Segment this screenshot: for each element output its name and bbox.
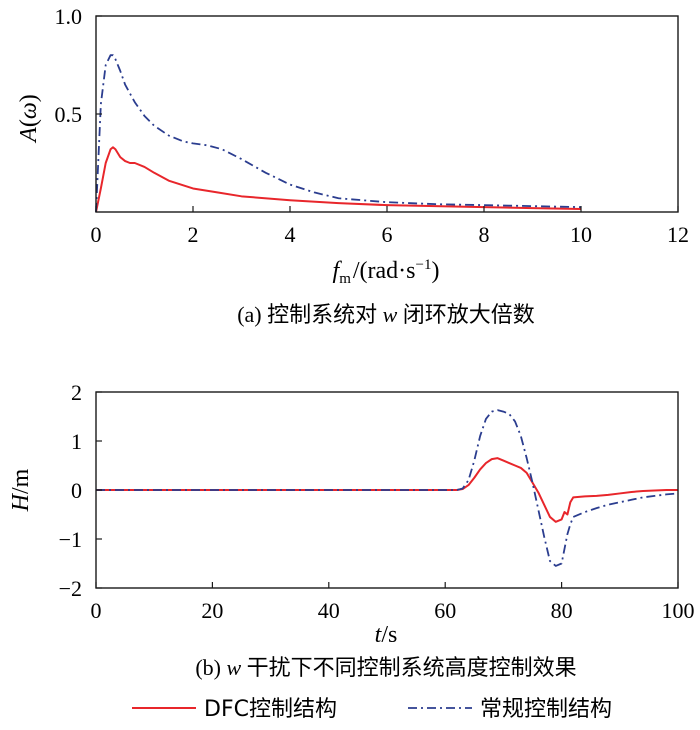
panel-b-ylabel-unit: /m — [8, 468, 34, 494]
legend-item-conventional: 常规控制结构 — [408, 697, 612, 722]
panel-b-tick-group: 0 20 40 60 80 100 −2 −1 0 1 2 — [59, 380, 695, 623]
panel-a-series-group — [95, 54, 582, 213]
panel-a-xtick-label: 4 — [285, 222, 296, 247]
panel-b-xtick-label: 0 — [91, 598, 102, 623]
panel-b-ytick-label: 0 — [71, 478, 82, 503]
panel-a-xtick-label: 10 — [570, 222, 592, 247]
panel-a-ylabel-paren-close: ) — [16, 94, 42, 102]
panel-a-tick-group: 0 2 4 6 8 10 12 0.5 1.0 — [55, 4, 690, 247]
panel-b-series-group — [96, 409, 679, 567]
panel-a-caption-var: w — [383, 302, 398, 327]
panel-b-xlabel-unit: /s — [381, 622, 397, 648]
panel-a-series-conventional-line — [95, 54, 582, 213]
panel-a-xlabel-sup: −1 — [416, 257, 432, 273]
legend: DFC控制结构 常规控制结构 — [132, 697, 612, 722]
panel-b-xtick-label: 100 — [662, 598, 695, 623]
legend-item-dfc: DFC控制结构 — [132, 697, 337, 722]
panel-a-xlabel-unit-pre: /(rad·s — [353, 258, 416, 284]
legend-label-conventional: 常规控制结构 — [480, 697, 612, 722]
panel-a-xtick-label: 0 — [91, 222, 102, 247]
panel-a-xtick-label: 12 — [667, 222, 689, 247]
legend-label-dfc: DFC控制结构 — [204, 697, 337, 722]
panel-b-altitude-response: 0 20 40 60 80 100 −2 −1 0 1 2 H/m t/s (b) w 干扰下不同控… — [8, 380, 695, 680]
panel-b-caption-suffix: 干扰下不同控制系统高度控制效果 — [241, 655, 577, 680]
panel-a-ylabel-arg: ω — [16, 102, 42, 119]
panel-b-caption-prefix: (b) — [195, 655, 226, 680]
panel-b-xlabel: t/s — [375, 622, 398, 648]
panel-a-ytick-label: 1.0 — [55, 4, 83, 29]
panel-a-xtick-label: 6 — [382, 222, 393, 247]
panel-a-caption-suffix: 闭环放大倍数 — [397, 302, 535, 327]
panel-b-xtick-label: 40 — [318, 598, 340, 623]
panel-a-ylabel-main: A — [16, 127, 42, 144]
panel-a-xlabel-unit-post: ) — [431, 258, 439, 284]
panel-b-xtick-label: 20 — [201, 598, 223, 623]
panel-a-xlabel-sub: m — [339, 271, 351, 287]
panel-a-caption-prefix: (a) 控制系统对 — [237, 302, 382, 327]
panel-a-xtick-label: 2 — [188, 222, 199, 247]
panel-b-xtick-label: 60 — [434, 598, 456, 623]
panel-b-caption-var: w — [226, 655, 241, 680]
panel-b-xtick-label: 80 — [551, 598, 573, 623]
panel-a-ylabel-paren-open: ( — [16, 119, 42, 127]
panel-b-ytick-label: 2 — [71, 380, 82, 405]
panel-b-caption: (b) w 干扰下不同控制系统高度控制效果 — [195, 655, 576, 680]
panel-a-ylabel: A(ω) — [16, 94, 42, 144]
panel-b-ytick-label: 1 — [71, 429, 82, 454]
panel-a-xtick-label: 8 — [479, 222, 490, 247]
panel-a-plot-frame — [95, 15, 679, 213]
panel-a-closed-loop-gain: 0 2 4 6 8 10 12 0.5 1.0 A(ω) fm/(rad·s−1) (a) 控制… — [16, 4, 689, 327]
panel-a-xlabel: fm/(rad·s−1) — [333, 257, 440, 287]
panel-b-xlabel-main: t — [375, 622, 383, 648]
panel-b-ylabel: H/m — [8, 468, 34, 512]
panel-a-caption: (a) 控制系统对 w 闭环放大倍数 — [237, 302, 535, 327]
panel-a-series-dfc-line — [95, 146, 582, 213]
panel-b-ylabel-main: H — [8, 492, 34, 512]
panel-b-ytick-label: −1 — [59, 527, 82, 552]
panel-b-series-dfc-line — [96, 457, 678, 523]
panel-b-ytick-label: −2 — [59, 576, 82, 601]
panel-b-series-conventional-line — [96, 409, 679, 567]
panel-a-xlabel-main: f — [333, 258, 343, 284]
panel-a-ytick-label: 0.5 — [55, 102, 83, 127]
